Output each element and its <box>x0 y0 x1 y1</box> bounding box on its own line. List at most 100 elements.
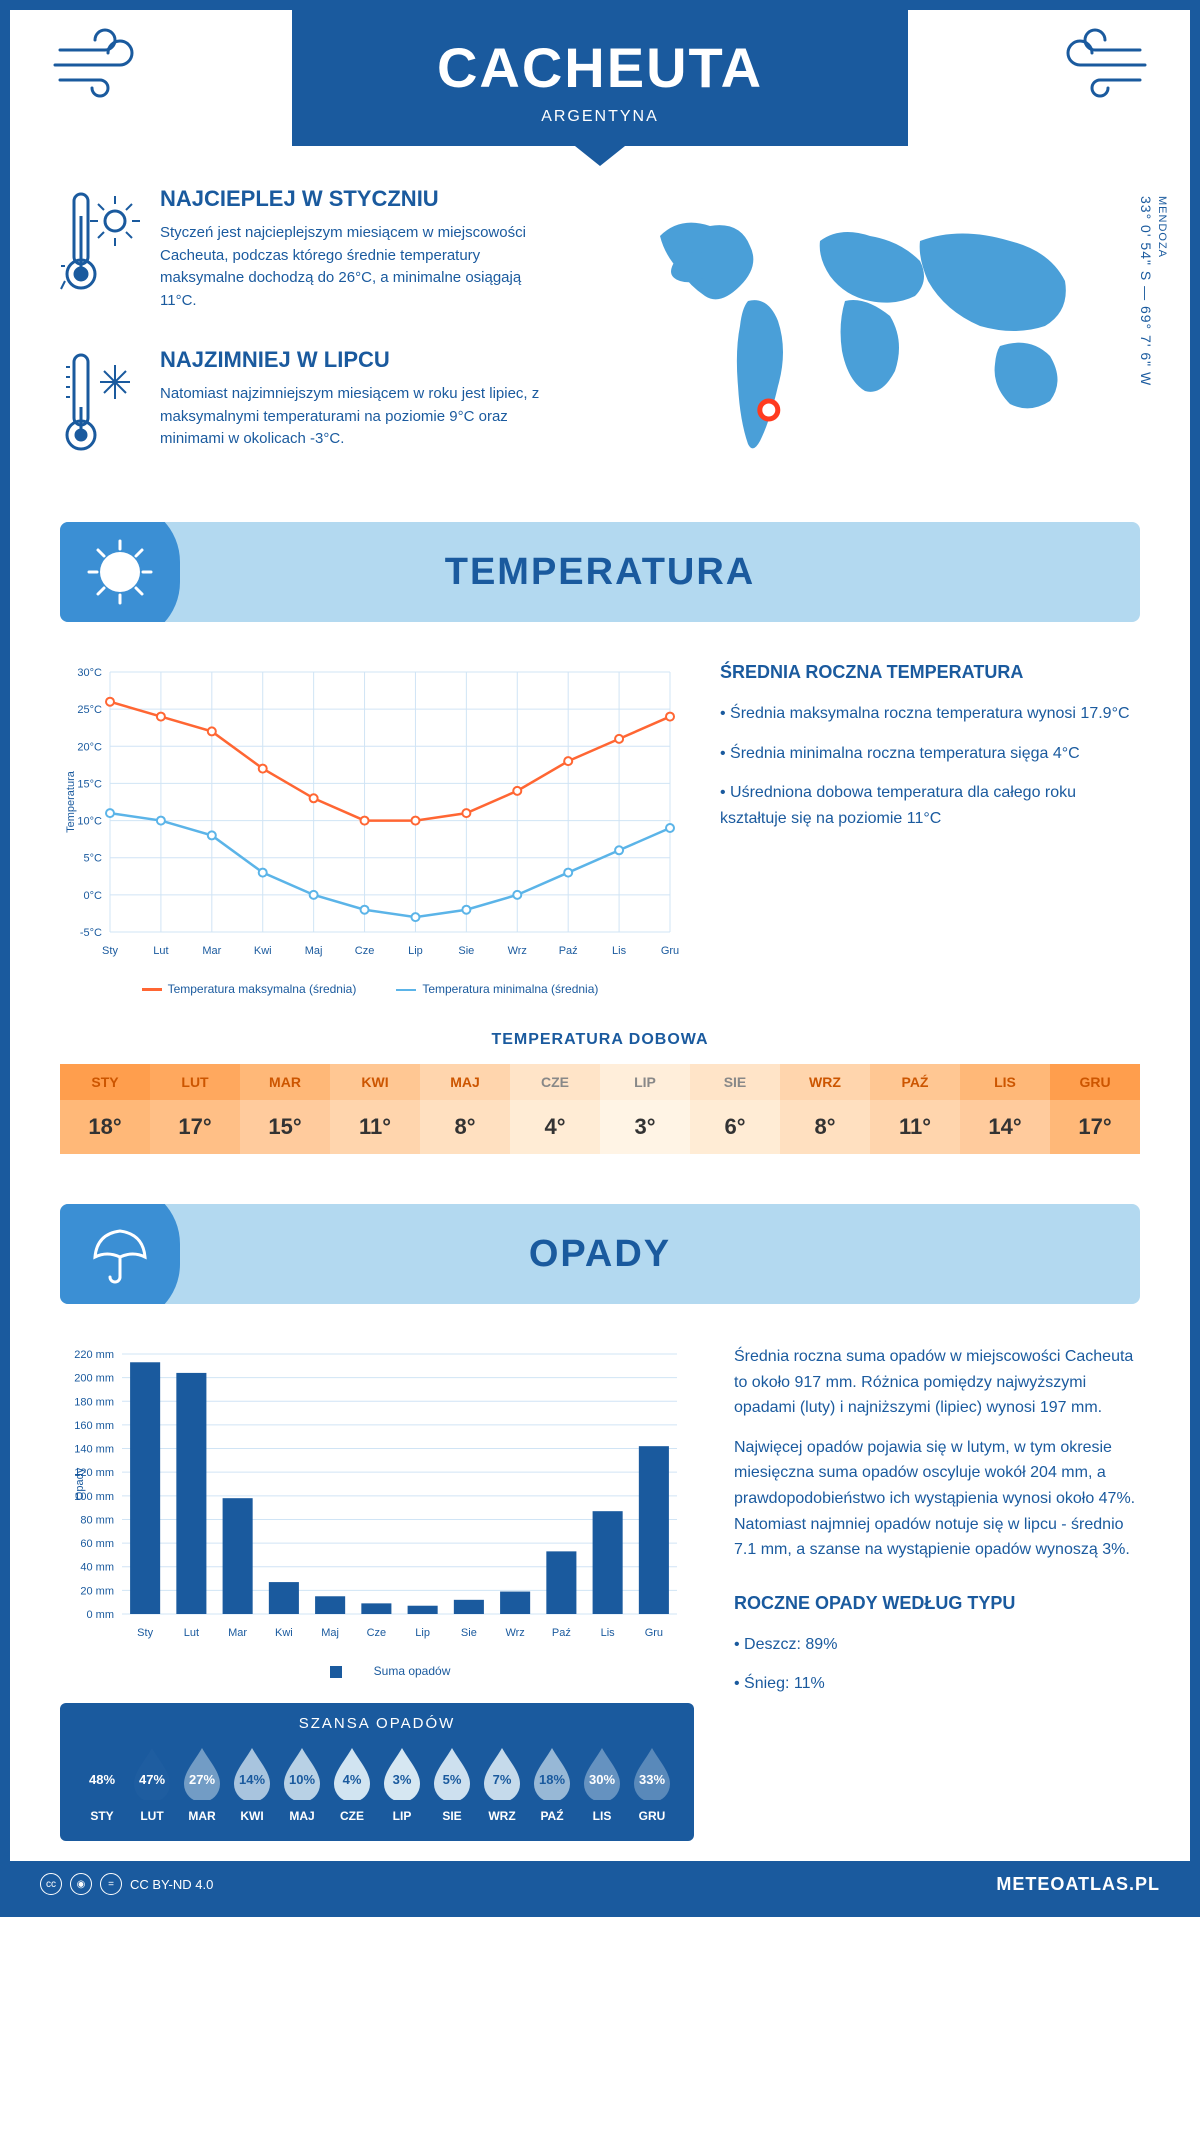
svg-text:180 mm: 180 mm <box>74 1396 114 1408</box>
precip-p2: Najwięcej opadów pojawia się w lutym, w … <box>734 1435 1140 1563</box>
rain-drop: 27% MAR <box>180 1744 224 1823</box>
rain-drop: 47% LUT <box>130 1744 174 1823</box>
svg-text:Mar: Mar <box>228 1627 247 1639</box>
svg-text:15°C: 15°C <box>77 778 102 790</box>
svg-text:10°C: 10°C <box>77 816 102 828</box>
svg-text:25°C: 25°C <box>77 704 102 716</box>
intro-row: NAJCIEPLEJ W STYCZNIU Styczeń jest najci… <box>60 186 1140 492</box>
rain-chance-box: SZANSA OPADÓW 48% STY 47% LUT 27% MAR 14… <box>60 1703 694 1841</box>
svg-text:Wrz: Wrz <box>508 945 527 957</box>
svg-text:Opady: Opady <box>74 1467 86 1500</box>
svg-text:80 mm: 80 mm <box>80 1514 114 1526</box>
svg-text:Sie: Sie <box>458 945 474 957</box>
fact-hottest: NAJCIEPLEJ W STYCZNIU Styczeń jest najci… <box>60 186 590 312</box>
rain-drop: 5% SIE <box>430 1744 474 1823</box>
precip-legend: Suma opadów <box>348 1664 451 1678</box>
section-title-precip: OPADY <box>180 1233 1140 1276</box>
precip-p1: Średnia roczna suma opadów w miejscowośc… <box>734 1344 1140 1421</box>
svg-text:Cze: Cze <box>355 945 375 957</box>
rain-drop: 14% KWI <box>230 1744 274 1823</box>
svg-text:Lip: Lip <box>415 1627 430 1639</box>
svg-text:Paź: Paź <box>559 945 578 957</box>
fact-cold-title: NAJZIMNIEJ W LIPCU <box>160 347 540 373</box>
svg-text:Lut: Lut <box>184 1627 199 1639</box>
coord-lat: 33° 0' 54" S <box>1138 196 1154 281</box>
legend-min: Temperatura minimalna (średnia) <box>396 982 598 996</box>
dobowa-cell: KWI 11° <box>330 1064 420 1154</box>
footer: cc ◉ = CC BY-ND 4.0 METEOATLAS.PL <box>10 1861 1190 1907</box>
fact-coldest: NAJZIMNIEJ W LIPCU Natomiast najzimniejs… <box>60 347 590 457</box>
dobowa-cell: STY 18° <box>60 1064 150 1154</box>
dobowa-cell: LIP 3° <box>600 1064 690 1154</box>
svg-text:Wrz: Wrz <box>505 1627 524 1639</box>
dobowa-cell: LIS 14° <box>960 1064 1050 1154</box>
svg-text:Mar: Mar <box>202 945 221 957</box>
rain-drop: 7% WRZ <box>480 1744 524 1823</box>
daily-temp-title: TEMPERATURA DOBOWA <box>60 1031 1140 1049</box>
temp-bullet: Średnia maksymalna roczna temperatura wy… <box>720 701 1140 727</box>
cc-icon: cc <box>40 1873 62 1895</box>
svg-text:0 mm: 0 mm <box>87 1609 115 1621</box>
dobowa-cell: GRU 17° <box>1050 1064 1140 1154</box>
coord-lon: 69° 7' 6" W <box>1138 306 1154 386</box>
dobowa-cell: CZE 4° <box>510 1064 600 1154</box>
temp-bullet: Uśredniona dobowa temperatura dla całego… <box>720 780 1140 831</box>
dobowa-cell: SIE 6° <box>690 1064 780 1154</box>
dobowa-cell: PAŹ 11° <box>870 1064 960 1154</box>
svg-text:Sie: Sie <box>461 1627 477 1639</box>
precip-chart: 0 mm20 mm40 mm60 mm80 mm100 mm120 mm140 … <box>60 1344 694 1841</box>
svg-text:30°C: 30°C <box>77 667 102 679</box>
svg-text:Temperatura: Temperatura <box>65 770 77 833</box>
svg-text:Kwi: Kwi <box>275 1627 293 1639</box>
page: CACHEUTA ARGENTYNA NAJCIEPLEJ W STYCZNIU… <box>0 0 1200 1917</box>
svg-text:220 mm: 220 mm <box>74 1349 114 1361</box>
sun-icon <box>60 522 180 622</box>
by-icon: ◉ <box>70 1873 92 1895</box>
svg-text:Lut: Lut <box>153 945 168 957</box>
precip-info: Średnia roczna suma opadów w miejscowośc… <box>734 1344 1140 1841</box>
svg-text:0°C: 0°C <box>84 890 103 902</box>
precip-type-title: ROCZNE OPADY WEDŁUG TYPU <box>734 1593 1140 1614</box>
wind-icon-right <box>1040 10 1160 110</box>
rain-drop: 18% PAŹ <box>530 1744 574 1823</box>
thermometer-sun-icon <box>60 186 140 296</box>
svg-text:Lip: Lip <box>408 945 423 957</box>
country-subtitle: ARGENTYNA <box>292 108 908 126</box>
precip-type-rain: Deszcz: 89% <box>734 1632 1140 1658</box>
svg-text:Sty: Sty <box>102 945 118 957</box>
svg-text:140 mm: 140 mm <box>74 1444 114 1456</box>
nd-icon: = <box>100 1873 122 1895</box>
rain-chance-title: SZANSA OPADÓW <box>80 1715 674 1732</box>
svg-text:Gru: Gru <box>645 1627 663 1639</box>
world-map: MENDOZA 33° 0' 54" S — 69° 7' 6" W <box>620 186 1140 492</box>
dobowa-cell: LUT 17° <box>150 1064 240 1154</box>
region-label: MENDOZA <box>1156 196 1168 258</box>
wind-icon-left <box>40 10 160 110</box>
fact-hot-title: NAJCIEPLEJ W STYCZNIU <box>160 186 540 212</box>
temperature-chart: -5°C0°C5°C10°C15°C20°C25°C30°CStyLutMarK… <box>60 662 680 996</box>
rain-drop: 33% GRU <box>630 1744 674 1823</box>
coordinates: MENDOZA 33° 0' 54" S — 69° 7' 6" W <box>1138 196 1170 386</box>
rain-drop: 4% CZE <box>330 1744 374 1823</box>
dobowa-cell: MAR 15° <box>240 1064 330 1154</box>
umbrella-icon <box>60 1204 180 1304</box>
temp-info-title: ŚREDNIA ROCZNA TEMPERATURA <box>720 662 1140 683</box>
svg-text:Gru: Gru <box>661 945 679 957</box>
rain-drop: 10% MAJ <box>280 1744 324 1823</box>
svg-text:Lis: Lis <box>612 945 627 957</box>
svg-text:40 mm: 40 mm <box>80 1562 114 1574</box>
rain-drop: 30% LIS <box>580 1744 624 1823</box>
section-header-precip: OPADY <box>60 1204 1140 1304</box>
svg-text:Paź: Paź <box>552 1627 571 1639</box>
svg-text:Maj: Maj <box>321 1627 339 1639</box>
svg-text:Kwi: Kwi <box>254 945 272 957</box>
rain-drop: 3% LIP <box>380 1744 424 1823</box>
legend-max: Temperatura maksymalna (średnia) <box>142 982 357 996</box>
license: cc ◉ = CC BY-ND 4.0 <box>40 1873 213 1895</box>
svg-text:Sty: Sty <box>137 1627 153 1639</box>
svg-text:20°C: 20°C <box>77 741 102 753</box>
svg-text:60 mm: 60 mm <box>80 1538 114 1550</box>
temp-info: ŚREDNIA ROCZNA TEMPERATURA Średnia maksy… <box>720 662 1140 996</box>
thermometer-snow-icon <box>60 347 140 457</box>
section-header-temperature: TEMPERATURA <box>60 522 1140 622</box>
